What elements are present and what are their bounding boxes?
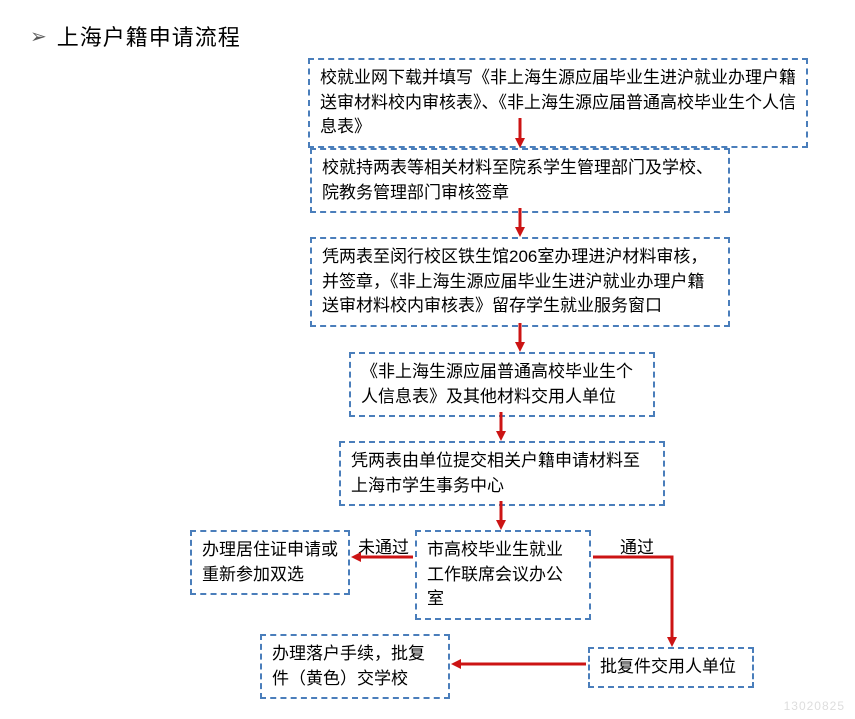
page-title-row: ➢ 上海户籍申请流程	[30, 20, 825, 52]
node-text: 校就业网下载并填写《非上海生源应届毕业生进沪就业办理户籍送审材料校内审核表》、《…	[320, 68, 796, 136]
watermark: 13020825	[784, 699, 845, 713]
flow-node-city-center: 凭两表由单位提交相关户籍申请材料至上海市学生事务中心	[339, 441, 665, 506]
flow-node-settle-procedure: 办理落户手续，批复件（黄色）交学校	[260, 634, 450, 699]
node-text: 凭两表由单位提交相关户籍申请材料至上海市学生事务中心	[351, 451, 640, 495]
node-text: 市高校毕业生就业工作联席会议办公室	[427, 540, 563, 608]
node-text: 办理居住证申请或重新参加双选	[202, 540, 338, 584]
edge-label-fail: 未通过	[358, 533, 409, 558]
node-text: 批复件交用人单位	[600, 657, 736, 676]
node-text: 凭两表至闵行校区铁生馆206室办理进沪材料审核，并签章，《非上海生源应届毕业生进…	[322, 247, 707, 315]
flow-node-joint-office: 市高校毕业生就业工作联席会议办公室	[415, 530, 591, 620]
edge-label-pass: 通过	[620, 533, 654, 558]
flow-node-campus-review: 凭两表至闵行校区铁生馆206室办理进沪材料审核，并签章，《非上海生源应届毕业生进…	[310, 237, 730, 327]
node-text: 校就持两表等相关材料至院系学生管理部门及学校、院教务管理部门审核签章	[322, 158, 713, 202]
flow-node-department-sign: 校就持两表等相关材料至院系学生管理部门及学校、院教务管理部门审核签章	[310, 148, 730, 213]
flow-node-approval-employer: 批复件交用人单位	[588, 647, 754, 688]
node-text: 《非上海生源应届普通高校毕业生个人信息表》及其他材料交用人单位	[361, 362, 633, 406]
page-title: 上海户籍申请流程	[57, 20, 241, 52]
arrow-n6-n8	[593, 557, 672, 642]
title-bullet-icon: ➢	[30, 24, 47, 49]
node-text: 办理落户手续，批复件（黄色）交学校	[272, 644, 425, 688]
flow-node-download-forms: 校就业网下载并填写《非上海生源应届毕业生进沪就业办理户籍送审材料校内审核表》、《…	[308, 58, 808, 148]
flow-node-residence-permit: 办理居住证申请或重新参加双选	[190, 530, 350, 595]
flow-node-employer-submit: 《非上海生源应届普通高校毕业生个人信息表》及其他材料交用人单位	[349, 352, 655, 417]
